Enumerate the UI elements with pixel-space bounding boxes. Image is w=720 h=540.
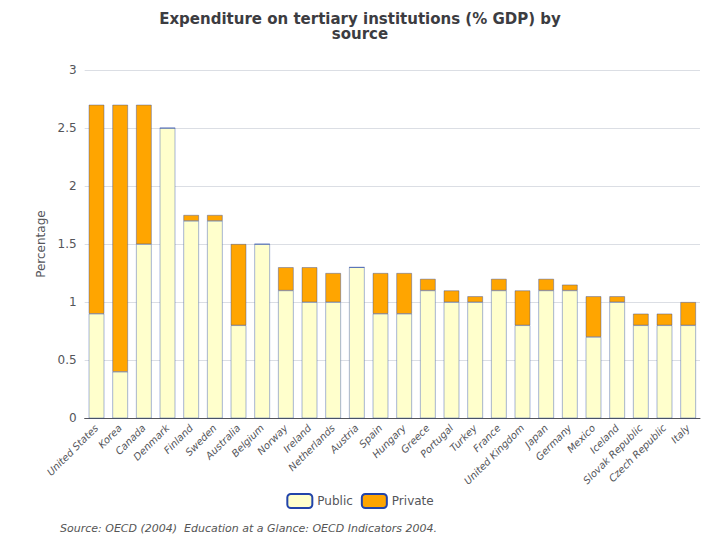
svg-text:Turkey: Turkey <box>447 422 480 454</box>
svg-text:Germany: Germany <box>533 422 574 463</box>
svg-text:Source: OECD (2004) Education: Source: OECD (2004) Education at a Glanc… <box>60 522 437 535</box>
svg-text:Iceland: Iceland <box>587 422 622 456</box>
svg-text:Finland: Finland <box>161 422 196 456</box>
svg-text:Mexico: Mexico <box>564 422 598 455</box>
svg-text:Greece: Greece <box>398 422 432 456</box>
svg-text:United Kingdom: United Kingdom <box>462 422 527 487</box>
svg-text:0: 0 <box>69 411 77 425</box>
svg-text:1.5: 1.5 <box>58 237 77 251</box>
svg-text:Czech Republic: Czech Republic <box>607 422 669 484</box>
svg-text:Australia: Australia <box>203 422 243 462</box>
svg-text:source: source <box>332 25 388 43</box>
svg-text:France: France <box>471 422 503 455</box>
svg-text:Italy: Italy <box>669 422 693 446</box>
svg-text:Spain: Spain <box>356 422 385 450</box>
svg-text:Austria: Austria <box>327 422 360 455</box>
svg-text:0.5: 0.5 <box>58 353 77 367</box>
svg-text:Ireland: Ireland <box>281 422 314 455</box>
svg-text:3: 3 <box>69 63 77 77</box>
svg-text:United States: United States <box>45 422 101 478</box>
svg-text:Norway: Norway <box>255 422 290 457</box>
svg-text:Public: Public <box>317 494 353 508</box>
svg-text:2: 2 <box>69 179 77 193</box>
svg-text:Sweden: Sweden <box>183 422 219 458</box>
svg-text:Netherlands: Netherlands <box>286 422 338 474</box>
svg-text:Portugal: Portugal <box>418 422 455 459</box>
svg-text:Expenditure on tertiary instit: Expenditure on tertiary institutions (% … <box>159 9 561 28</box>
svg-text:Korea: Korea <box>96 422 125 451</box>
svg-text:1: 1 <box>69 295 77 309</box>
svg-text:Private: Private <box>392 494 434 508</box>
svg-text:Denmark: Denmark <box>131 421 172 462</box>
svg-text:Belgium: Belgium <box>229 422 267 460</box>
svg-text:Hungary: Hungary <box>370 422 409 461</box>
svg-text:Percentage: Percentage <box>34 210 48 278</box>
svg-text:Slovak Republic: Slovak Republic <box>580 422 645 487</box>
svg-text:Canada: Canada <box>113 422 148 457</box>
svg-text:Japan: Japan <box>522 422 551 450</box>
svg-text:2.5: 2.5 <box>58 121 77 135</box>
